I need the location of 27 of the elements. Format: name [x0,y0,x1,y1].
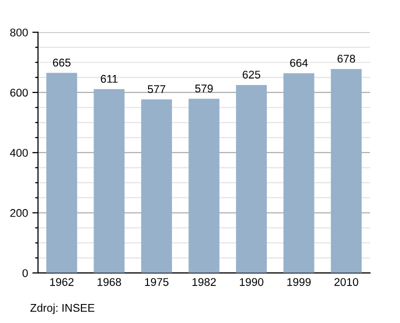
bar [141,99,172,273]
data-label: 664 [290,58,308,67]
y-tick-label: 800 [10,28,28,36]
data-label: 625 [242,70,260,79]
y-tick-label: 600 [10,88,28,97]
text: Zdroj: INSEE [30,304,94,314]
data-label: 611 [100,74,118,83]
y-tick-label: 200 [10,209,28,217]
bar [330,68,362,273]
bar [94,89,125,273]
data-label: 579 [195,84,213,92]
bar [236,84,267,273]
bar [283,73,314,273]
data-label: 577 [148,85,166,94]
x-tick-label: 1975 [145,278,168,286]
x-tick-label: 1962 [50,278,74,286]
y-tick-label: 400 [10,148,28,157]
data-label: 665 [53,58,71,67]
y-tick-label: 0 [22,269,28,278]
x-tick-label: 1999 [287,278,311,286]
bar [188,98,220,273]
x-tick-label: 1982 [192,278,216,286]
x-tick-label: 2010 [334,278,358,286]
x-tick-label: 1968 [98,278,122,286]
data-label: 678 [338,54,356,63]
x-tick-label: 1990 [240,278,264,286]
bar [46,72,78,273]
